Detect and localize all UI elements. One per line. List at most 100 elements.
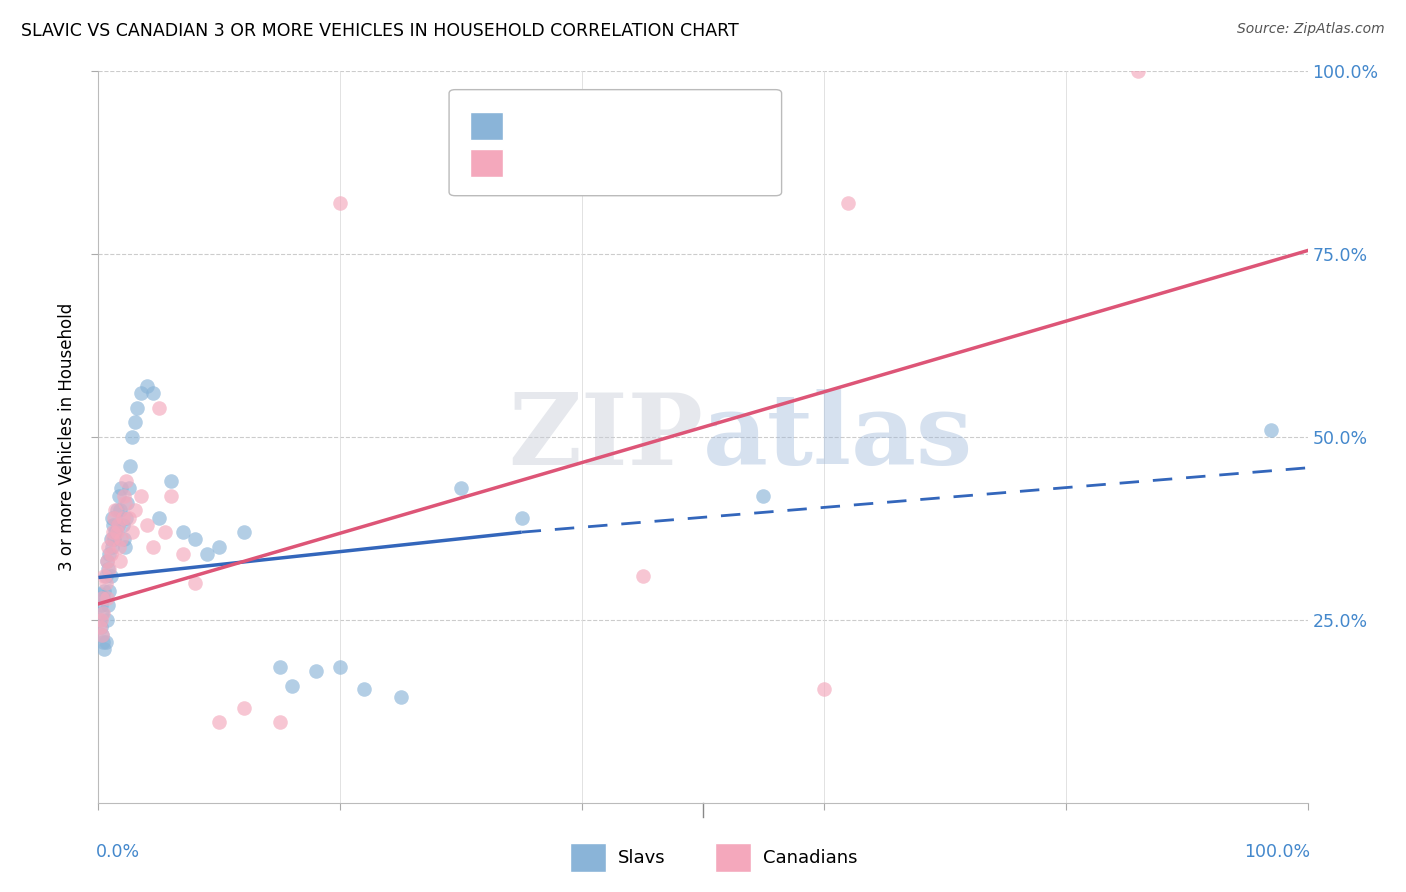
- Point: [142, 386, 165, 401]
- Point: [329, 196, 352, 211]
- Point: [91, 606, 114, 620]
- Point: [91, 627, 114, 641]
- Bar: [470, 149, 503, 177]
- Point: [118, 459, 141, 474]
- Point: [752, 489, 775, 503]
- Point: [94, 576, 117, 591]
- Point: [129, 386, 152, 401]
- Point: [121, 430, 143, 444]
- Point: [98, 547, 121, 561]
- Point: [90, 599, 112, 613]
- Text: Canadians: Canadians: [763, 848, 858, 867]
- Text: SLAVIC VS CANADIAN 3 OR MORE VEHICLES IN HOUSEHOLD CORRELATION CHART: SLAVIC VS CANADIAN 3 OR MORE VEHICLES IN…: [21, 22, 738, 40]
- Text: R = 0.488: R = 0.488: [516, 153, 614, 172]
- FancyBboxPatch shape: [449, 90, 782, 195]
- Point: [115, 474, 138, 488]
- Point: [91, 606, 114, 620]
- Point: [184, 576, 207, 591]
- Point: [269, 715, 291, 730]
- Bar: [716, 843, 751, 872]
- Point: [96, 554, 118, 568]
- Point: [91, 635, 114, 649]
- Point: [108, 489, 131, 503]
- Point: [93, 583, 115, 598]
- Point: [104, 525, 127, 540]
- Point: [118, 510, 141, 524]
- Point: [93, 569, 115, 583]
- Point: [100, 540, 122, 554]
- Point: [208, 715, 231, 730]
- Point: [1128, 64, 1150, 78]
- Point: [100, 533, 122, 547]
- Point: [90, 620, 112, 634]
- Point: [96, 613, 118, 627]
- Point: [114, 496, 136, 510]
- Point: [103, 533, 125, 547]
- Point: [124, 503, 146, 517]
- Point: [98, 583, 121, 598]
- Point: [110, 533, 132, 547]
- Point: [89, 613, 111, 627]
- Point: [153, 525, 176, 540]
- Point: [631, 569, 654, 583]
- Point: [114, 540, 136, 554]
- Bar: [470, 112, 503, 140]
- Point: [172, 547, 194, 561]
- Point: [281, 679, 304, 693]
- Point: [208, 540, 231, 554]
- Point: [148, 401, 170, 415]
- Point: [329, 660, 352, 674]
- Point: [813, 682, 835, 697]
- Point: [94, 635, 117, 649]
- Text: N = 60: N = 60: [630, 117, 697, 136]
- Point: [837, 196, 859, 211]
- Bar: [569, 843, 606, 872]
- Point: [96, 591, 118, 605]
- Point: [89, 620, 111, 634]
- Point: [118, 481, 141, 495]
- Text: Slavs: Slavs: [619, 848, 666, 867]
- Point: [90, 613, 112, 627]
- Point: [121, 525, 143, 540]
- Point: [184, 533, 207, 547]
- Point: [108, 554, 131, 568]
- Text: ZIP: ZIP: [508, 389, 703, 485]
- Point: [353, 682, 375, 697]
- Point: [510, 510, 533, 524]
- Point: [135, 517, 157, 532]
- Point: [96, 554, 118, 568]
- Point: [97, 540, 120, 554]
- Point: [98, 562, 121, 576]
- Point: [105, 503, 128, 517]
- Point: [195, 547, 218, 561]
- Point: [100, 533, 122, 547]
- Text: N = 44: N = 44: [630, 153, 697, 172]
- Point: [91, 591, 114, 605]
- Point: [100, 569, 122, 583]
- Point: [94, 569, 117, 583]
- Point: [111, 517, 134, 532]
- Point: [160, 489, 183, 503]
- Point: [129, 489, 152, 503]
- Point: [100, 510, 122, 524]
- Point: [1260, 423, 1282, 437]
- Point: [91, 627, 114, 641]
- Point: [269, 660, 291, 674]
- Point: [232, 700, 254, 714]
- Text: 0.0%: 0.0%: [96, 843, 141, 861]
- Point: [107, 517, 129, 532]
- Point: [111, 510, 134, 524]
- Point: [389, 690, 412, 704]
- Point: [142, 540, 165, 554]
- Point: [107, 517, 129, 532]
- Text: R = 0.058: R = 0.058: [516, 117, 614, 136]
- Point: [91, 591, 114, 605]
- Text: 100.0%: 100.0%: [1244, 843, 1310, 861]
- Point: [450, 481, 472, 495]
- Point: [232, 525, 254, 540]
- Point: [115, 510, 138, 524]
- Point: [108, 503, 131, 517]
- Point: [160, 474, 183, 488]
- Point: [112, 533, 135, 547]
- Point: [89, 587, 111, 601]
